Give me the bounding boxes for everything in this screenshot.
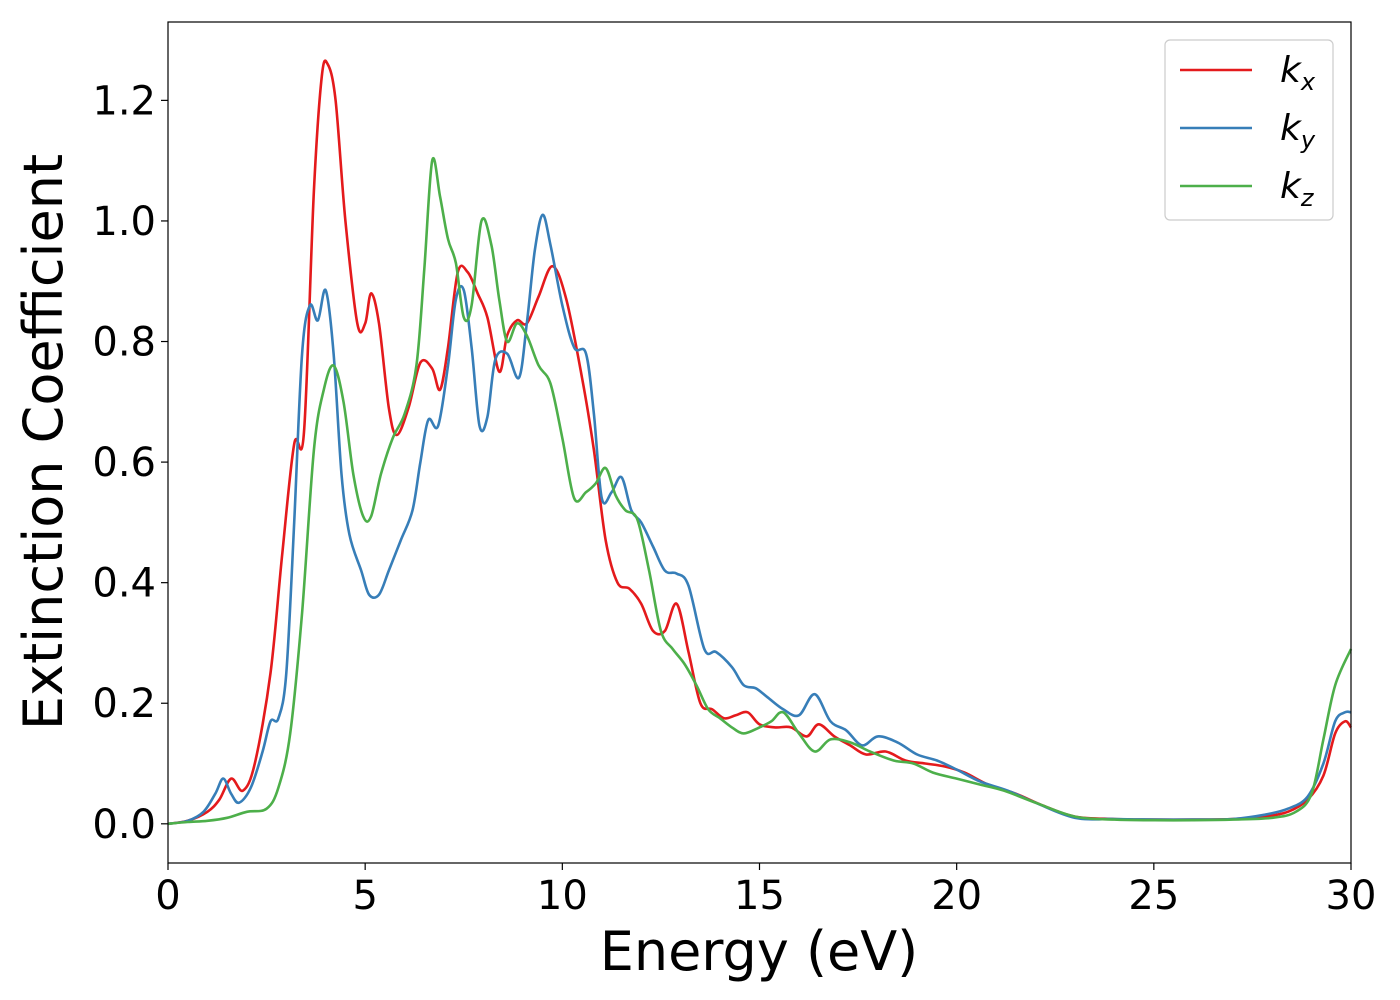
x-tick-label: 30 [1326,873,1377,919]
y-tick-label: 0.4 [92,561,156,607]
series-layer [167,59,1353,826]
y-tick-label: 0.2 [92,681,156,727]
x-tick-label: 20 [931,873,982,919]
y-axis-title: Extinction Coefficient [12,154,75,730]
x-axis-ticks: 0 5 10 15 20 25 30 [155,863,1376,919]
series-line-z [167,156,1353,826]
legend-box [1164,39,1334,221]
y-tick-label: 0.0 [92,802,156,848]
x-tick-label: 15 [734,873,785,919]
legend-label-z: kz [1280,166,1315,212]
y-tick-label: 0.8 [92,320,156,366]
legend-label-y: ky [1280,108,1316,154]
legend-label-x: kx [1280,50,1316,96]
series-line-y [167,213,1352,826]
x-tick-label: 25 [1128,873,1179,919]
legend: kx ky kz [1164,39,1334,221]
y-tick-label: 0.6 [92,440,156,486]
y-tick-label: 1.2 [92,78,156,124]
x-axis-title: Energy (eV) [600,920,919,983]
x-tick-label: 0 [155,873,180,919]
x-tick-label: 5 [352,873,377,919]
y-axis-ticks: 0.0 0.2 0.4 0.6 0.8 1.0 1.2 [92,78,168,848]
y-tick-label: 1.0 [92,199,156,245]
x-tick-label: 10 [537,873,588,919]
